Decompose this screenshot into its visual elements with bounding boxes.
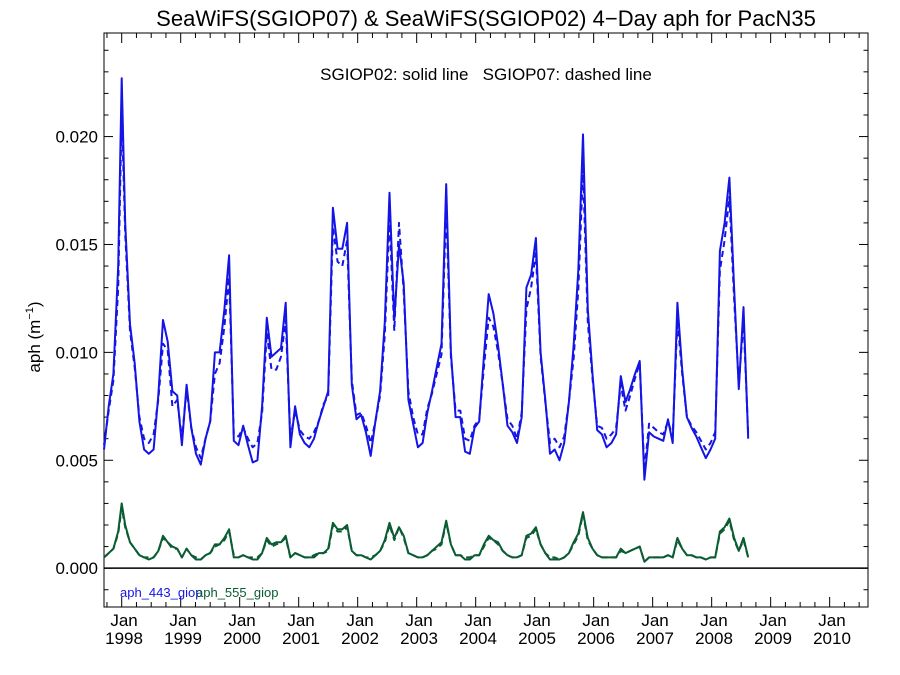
x-tick-year-label: 2006: [577, 629, 615, 648]
x-tick-month-label: Jan: [641, 611, 668, 630]
x-tick-month-label: Jan: [700, 611, 727, 630]
x-tick-month-label: Jan: [405, 611, 432, 630]
x-tick-month-label: Jan: [523, 611, 550, 630]
x-tick-year-label: 2004: [459, 629, 497, 648]
x-tick-month-label: Jan: [110, 611, 137, 630]
x-tick-month-label: Jan: [169, 611, 196, 630]
x-tick-year-label: 2005: [518, 629, 556, 648]
y-axis-label-exponent: −1: [24, 307, 36, 320]
x-tick-month-label: Jan: [759, 611, 786, 630]
x-tick-month-label: Jan: [464, 611, 491, 630]
plot-area: 0.0000.0050.0100.0150.020Jan1998Jan1999J…: [55, 32, 869, 648]
y-axis-label: aph (m−1): [24, 301, 44, 372]
x-tick-year-label: 2002: [341, 629, 379, 648]
x-tick-year-label: 2010: [813, 629, 851, 648]
plot-frame: [103, 32, 869, 608]
y-tick-label: 0.005: [55, 451, 98, 470]
y-axis-label-close: ): [25, 301, 44, 307]
x-tick-year-label: 2009: [754, 629, 792, 648]
series-line-aph-443-giop-dashed: [103, 109, 750, 473]
x-tick-month-label: Jan: [582, 611, 609, 630]
chart-title: SeaWiFS(SGIOP07) & SeaWiFS(SGIOP02) 4−Da…: [156, 6, 816, 31]
line-style-annotation: SGIOP02: solid line SGIOP07: dashed line: [320, 65, 652, 84]
x-tick-year-label: 2001: [282, 629, 320, 648]
series-line-aph-443-giop-solid: [103, 77, 750, 481]
x-tick-year-label: 2008: [695, 629, 733, 648]
series-line-aph-555-giop-solid: [103, 502, 750, 563]
y-tick-label: 0.010: [55, 343, 98, 362]
series-line-aph-555-giop-dashed: [103, 506, 750, 563]
y-tick-label: 0.015: [55, 235, 98, 254]
x-tick-year-label: 2003: [400, 629, 438, 648]
x-tick-month-label: Jan: [228, 611, 255, 630]
x-tick-month-label: Jan: [287, 611, 314, 630]
y-tick-label: 0.020: [55, 128, 98, 147]
x-tick-year-label: 2007: [636, 629, 674, 648]
legend-label-aph-443: aph_443_giop: [120, 585, 202, 600]
x-tick-year-label: 1999: [164, 629, 202, 648]
x-tick-year-label: 1998: [105, 629, 143, 648]
x-tick-year-label: 2000: [223, 629, 261, 648]
x-tick-month-label: Jan: [818, 611, 845, 630]
x-tick-month-label: Jan: [346, 611, 373, 630]
y-axis-label-main: aph (m: [25, 320, 44, 373]
y-tick-label: 0.000: [55, 559, 98, 578]
legend-label-aph-555: aph_555_giop: [196, 585, 278, 600]
